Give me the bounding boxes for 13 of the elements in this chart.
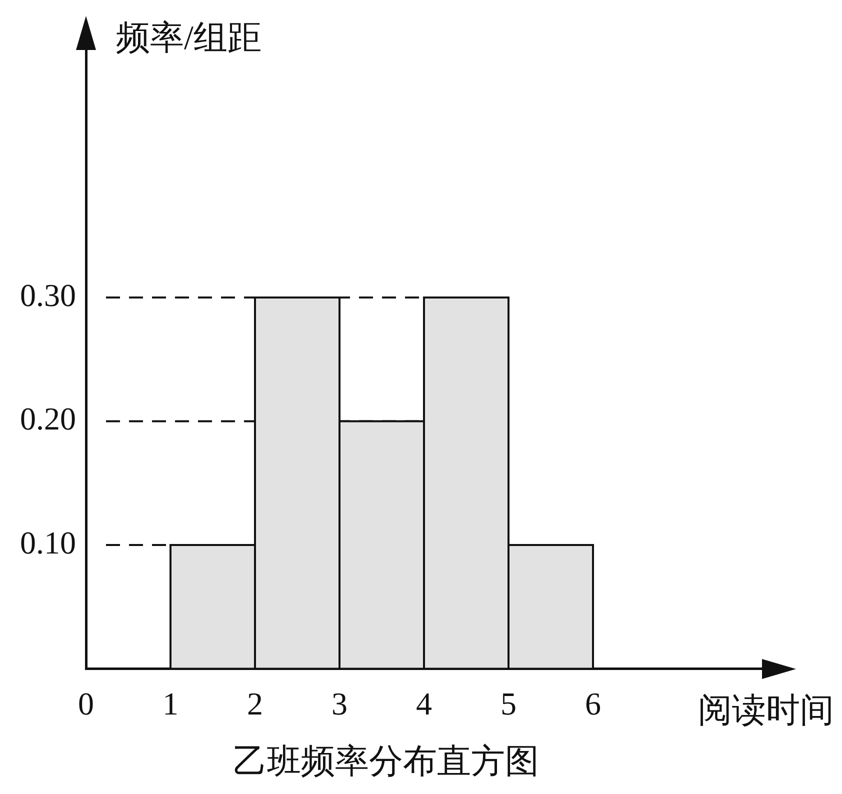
x-axis-title: 阅读时间 <box>698 692 834 730</box>
y-tick-label: 0.20 <box>20 400 76 437</box>
x-tick-label: 4 <box>416 685 432 722</box>
x-tick-label: 3 <box>332 685 348 722</box>
y-axis-title: 频率/组距 <box>116 20 262 57</box>
x-tick-label: 2 <box>247 685 263 722</box>
x-tick-label: 5 <box>500 685 516 722</box>
y-tick-label: 0.10 <box>20 524 76 560</box>
x-tick-label: 6 <box>585 685 601 722</box>
text: 乙班频率分布直方图 <box>233 744 539 781</box>
x-tick-label: 1 <box>162 685 178 722</box>
x-tick-label: 0 <box>78 685 94 722</box>
y-tick-label: 0.30 <box>20 276 76 313</box>
